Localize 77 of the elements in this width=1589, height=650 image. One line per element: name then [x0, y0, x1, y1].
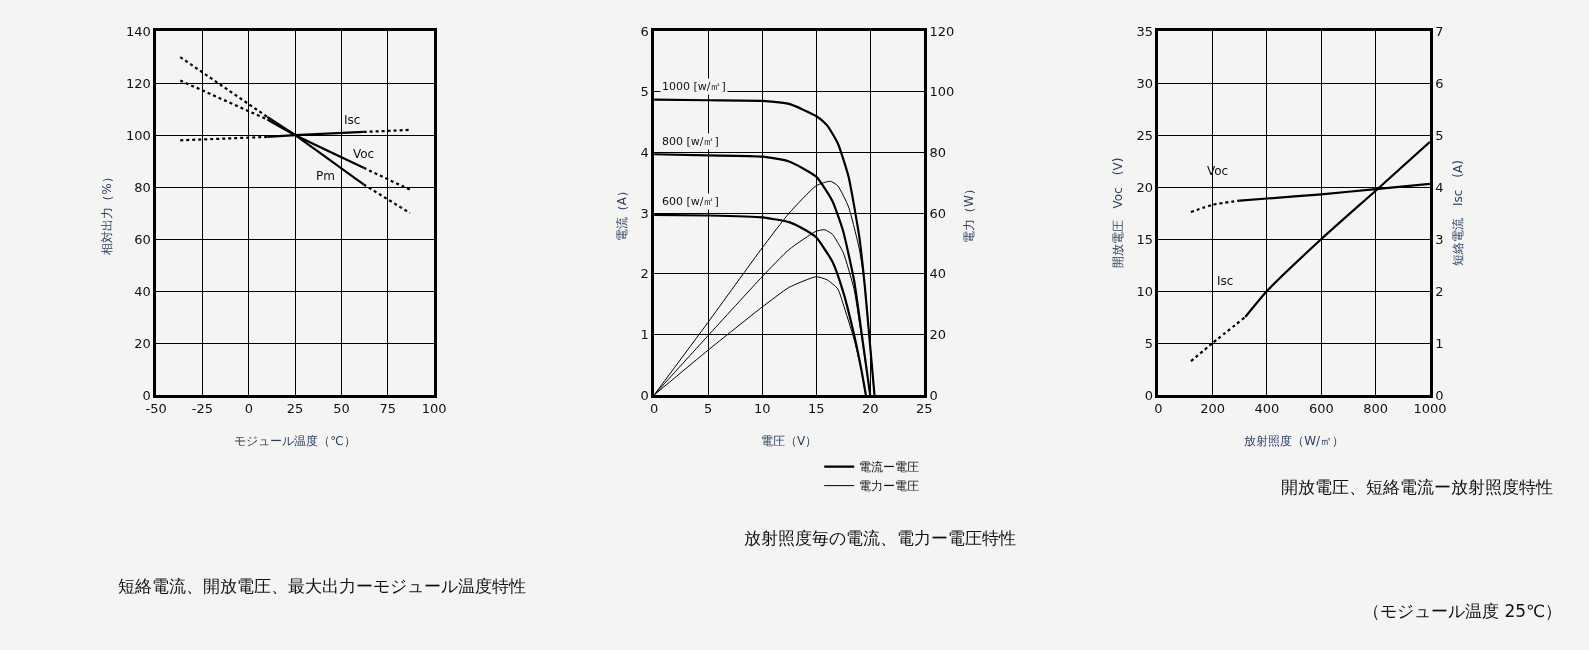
y2-axis-title: 短絡電流 Isc (A)	[1451, 160, 1466, 267]
y2-tick-label: 0	[929, 387, 938, 403]
annotation: Isc	[1217, 274, 1234, 288]
x-tick-label: 10	[753, 401, 771, 417]
y-tick-label: 2	[640, 266, 649, 282]
text: 開放電圧、短絡電流ー放射照度特性	[1281, 477, 1553, 497]
y-tick-label: 20	[1136, 179, 1153, 195]
annotation: 800 [w/㎡]	[662, 135, 719, 148]
y2-tick-label: 60	[929, 205, 947, 221]
legend-label: 電流ー電圧	[859, 460, 920, 475]
y-tick-label: 25	[1136, 127, 1153, 143]
y-tick-label: 1	[640, 326, 649, 342]
x-axis-title: 電圧（V）	[761, 434, 818, 449]
annotation: Isc	[344, 113, 361, 127]
x-axis-title: 放射照度（W/㎡）	[1244, 434, 1345, 449]
x-tick-label: 800	[1363, 401, 1389, 417]
y2-tick-label: 100	[929, 84, 955, 100]
y2-tick-label: 20	[929, 326, 947, 342]
y2-tick-label: 1	[1435, 335, 1444, 351]
y-tick-label: 60	[134, 231, 151, 247]
y-tick-label: 10	[1136, 283, 1153, 299]
y-tick-label: 80	[134, 179, 151, 195]
y-tick-label: 3	[640, 205, 649, 221]
text: （モジュール温度 25℃）	[1363, 601, 1563, 621]
y-tick-label: 30	[1136, 75, 1153, 91]
x-tick-label: 100	[421, 401, 447, 417]
x-tick-label: -25	[191, 401, 214, 417]
x-tick-label: 75	[379, 401, 396, 417]
y2-tick-label: 7	[1435, 23, 1444, 39]
y2-tick-label: 5	[1435, 127, 1444, 143]
legend-label: 電力ー電圧	[859, 479, 920, 494]
y-tick-label: 100	[125, 127, 151, 143]
y-axis-title: 電流（A）	[614, 184, 629, 242]
y-tick-label: 0	[1144, 387, 1153, 403]
y2-tick-label: 2	[1435, 283, 1444, 299]
y-axis-title: 開放電圧 Voc (V)	[1110, 157, 1125, 269]
x-tick-label: 25	[286, 401, 304, 417]
x-tick-label: 1000	[1413, 401, 1447, 417]
y-tick-label: 4	[640, 144, 649, 160]
y-axis-title: 相対出力（%）	[100, 171, 115, 255]
y-tick-label: 0	[640, 387, 649, 403]
y-tick-label: 20	[134, 335, 151, 351]
y-tick-label: 40	[134, 283, 151, 299]
y2-tick-label: 40	[929, 266, 947, 282]
text: 短絡電流、開放電圧、最大出力ーモジュール温度特性	[118, 576, 526, 596]
x-tick-label: 600	[1308, 401, 1334, 417]
x-tick-label: 0	[244, 401, 253, 417]
x-tick-label: 15	[807, 401, 825, 417]
y2-axis-title: 電力（W）	[962, 183, 977, 243]
y-tick-label: 15	[1136, 231, 1153, 247]
y-tick-label: 6	[640, 23, 649, 39]
x-axis-title: モジュール温度（℃）	[234, 434, 356, 449]
annotation: Voc	[353, 147, 375, 161]
y2-tick-label: 6	[1435, 75, 1444, 91]
x-tick-label: 5	[704, 401, 713, 417]
text: 放射照度毎の電流、電力ー電圧特性	[744, 528, 1016, 548]
y2-tick-label: 3	[1435, 231, 1444, 247]
y2-tick-label: 0	[1435, 387, 1444, 403]
x-tick-label: 25	[915, 401, 933, 417]
x-tick-label: 20	[861, 401, 879, 417]
x-tick-label: 200	[1200, 401, 1226, 417]
annotation: Pm	[316, 169, 335, 183]
y-tick-label: 5	[1144, 335, 1153, 351]
x-tick-label: 0	[1154, 401, 1163, 417]
y-tick-label: 5	[640, 84, 649, 100]
y2-tick-label: 120	[929, 23, 955, 39]
y-tick-label: 140	[125, 23, 151, 39]
x-tick-label: 50	[333, 401, 350, 417]
y2-tick-label: 80	[929, 144, 947, 160]
annotation: 1000 [w/㎡]	[662, 80, 726, 93]
x-tick-label: 400	[1254, 401, 1280, 417]
y-tick-label: 120	[125, 75, 151, 91]
y-tick-label: 0	[142, 387, 151, 403]
x-tick-label: -50	[145, 401, 167, 417]
annotation: 600 [w/㎡]	[662, 195, 719, 208]
y2-tick-label: 4	[1435, 179, 1444, 195]
y-tick-label: 35	[1136, 23, 1153, 39]
